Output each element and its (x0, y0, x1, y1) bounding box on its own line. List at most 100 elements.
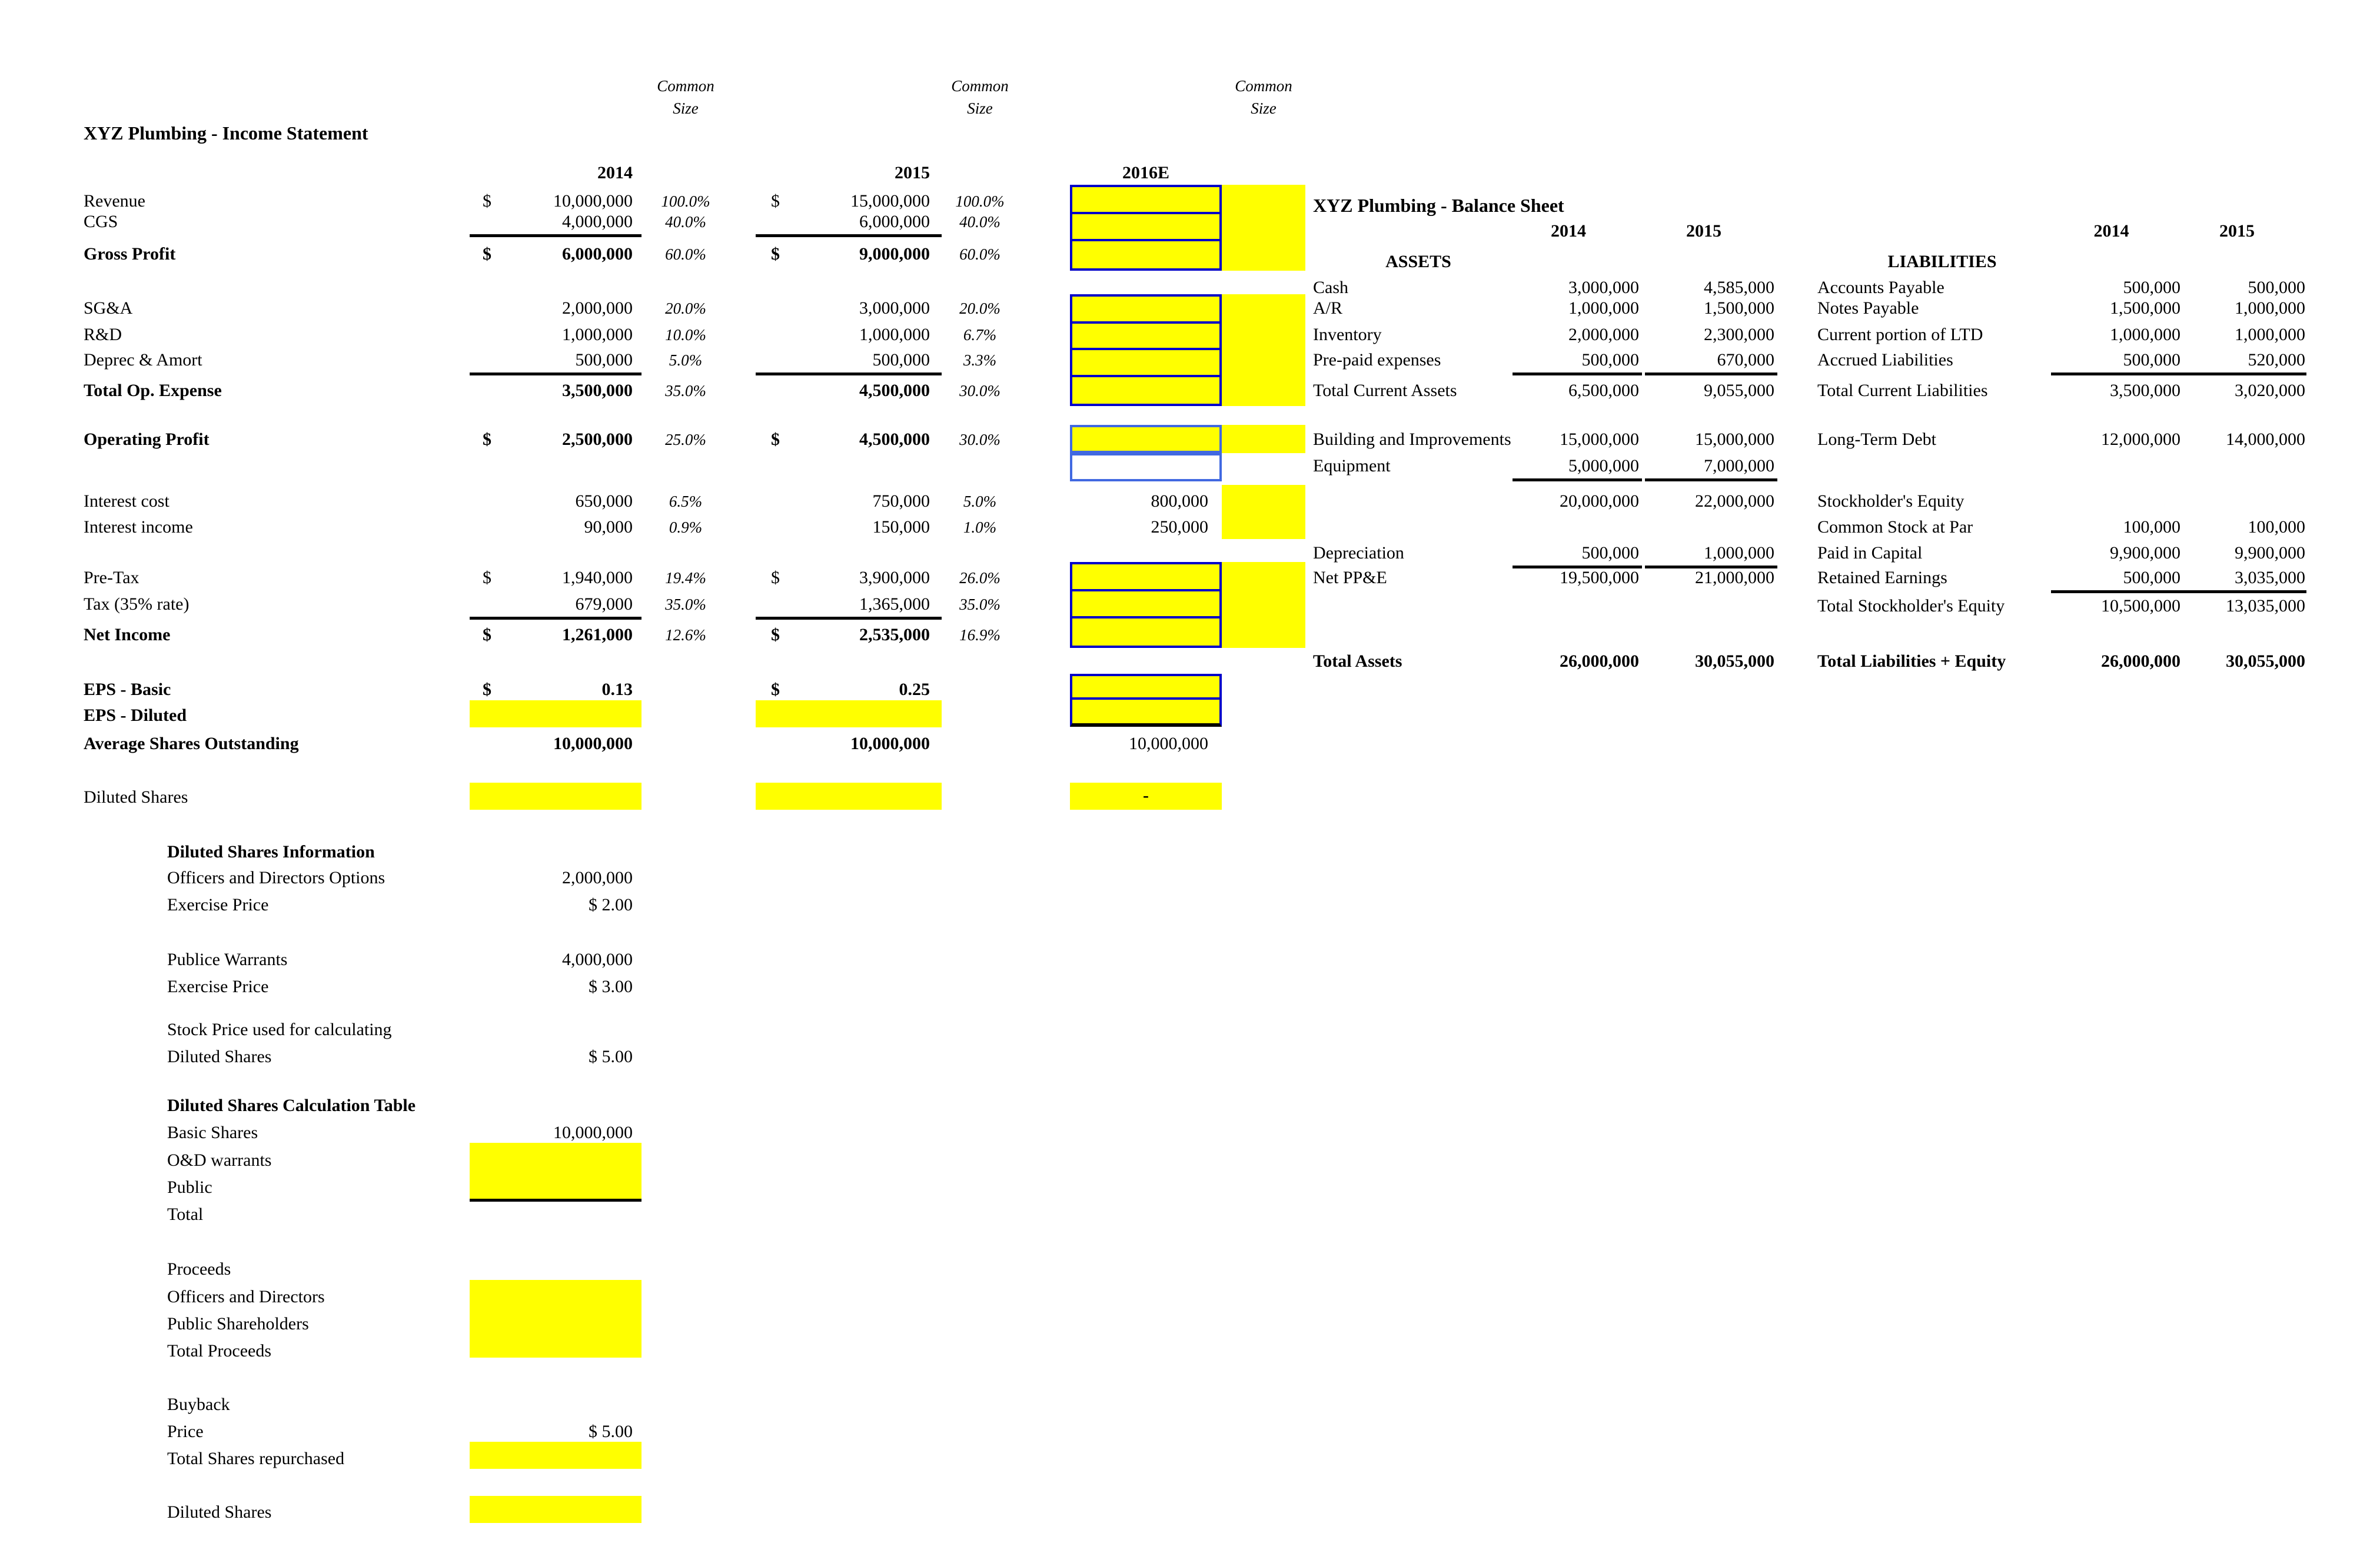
lb-value-2014-accounts-payable: 500,000 (2123, 278, 2181, 297)
dollar-sign: $ (771, 244, 780, 264)
sum-line (2176, 590, 2306, 593)
lb-value-2014-total-liabilities-equity: 26,000,000 (2101, 651, 2180, 671)
row-label-a-r: A/R (1313, 298, 1343, 318)
row-label-accrued-liabilities: Accrued Liabilities (1817, 350, 1953, 370)
input-group-2016e-expenses (1070, 294, 1222, 406)
value-2015-operating-profit: 4,500,000 (859, 430, 930, 449)
pct-2015-pre-tax: 26.0% (959, 569, 1000, 587)
input-cell-2016e-eps-diluted[interactable] (1072, 700, 1219, 723)
common-size-fill-2016e-expense-group[interactable] (1222, 294, 1305, 406)
value-2014-interest-income: 90,000 (584, 517, 633, 537)
bs-value-2015-gross-ppe: 22,000,000 (1695, 491, 1774, 511)
common-size-fill-2016e-operating-profit[interactable] (1222, 425, 1305, 453)
row-label-diluted-shares-calculation-table: Diluted Shares Calculation Table (167, 1096, 416, 1115)
dash-2016e-diluted-shares: - (1143, 786, 1149, 805)
row-label-r-d: R&D (84, 325, 122, 344)
pct-2014-interest-income: 0.9% (669, 518, 703, 536)
row-label-operating-profit: Operating Profit (84, 430, 210, 449)
input-cell-2016e-pre-tax[interactable] (1072, 564, 1219, 591)
value-2015-revenue: 15,000,000 (850, 191, 930, 211)
input-cell-2016e-deprec-amort[interactable] (1072, 350, 1219, 377)
dollar-sign: $ (483, 625, 491, 644)
bs-value-2015-net-pp-e: 21,000,000 (1695, 568, 1774, 587)
bs-value-2015-cash: 4,585,000 (1704, 278, 1774, 297)
value-exercise-price: $ 2.00 (589, 895, 633, 914)
input-cell-diluted-shares-final[interactable] (470, 1496, 641, 1523)
input-cell-2016e-revenue[interactable] (1072, 187, 1219, 214)
value-price: $ 5.00 (589, 1422, 633, 1441)
value-exercise-price: $ 3.00 (589, 977, 633, 996)
row-label-depreciation: Depreciation (1313, 543, 1404, 563)
input-cell-diluted-shares-2016e[interactable] (1070, 783, 1222, 810)
row-label-inventory: Inventory (1313, 325, 1382, 344)
value-officers-and-directors-options: 2,000,000 (562, 868, 633, 887)
balance-year-2014-header: 2014 (1551, 221, 1586, 241)
lb-value-2015-accounts-payable: 500,000 (2248, 278, 2306, 297)
input-cell-2016e-net-income[interactable] (1072, 618, 1219, 646)
input-cell-total-shares-repurchased[interactable] (470, 1442, 641, 1469)
input-cell-2016e-total-op-expense[interactable] (1072, 377, 1219, 404)
row-label-cash: Cash (1313, 278, 1348, 297)
row-label-stockholder-s-equity: Stockholder's Equity (1817, 491, 1965, 511)
row-label-officers-and-directors-options: Officers and Directors Options (167, 868, 385, 887)
balance-sheet-title: XYZ Plumbing - Balance Sheet (1313, 195, 1564, 216)
row-label-public: Public (167, 1178, 212, 1197)
input-cell-2016e-operating-profit[interactable] (1072, 427, 1219, 451)
pct-2015-sg-a: 20.0% (959, 300, 1000, 317)
value-2016e-interest-cost: 800,000 (1151, 491, 1209, 511)
value-2015-eps-basic: 0.25 (899, 680, 930, 699)
input-group-2016e-eps (1070, 674, 1222, 727)
common-size-fill-2016e-interest[interactable] (1222, 485, 1305, 539)
row-label-diluted-shares: Diluted Shares (84, 787, 188, 807)
input-cell-proceeds[interactable] (470, 1280, 641, 1358)
bs-value-2014-pre-paid-expenses: 500,000 (1581, 350, 1640, 370)
lb-value-2014-current-portion-of-ltd: 1,000,000 (2110, 325, 2180, 344)
pct-2015-operating-profit: 30.0% (959, 431, 1000, 448)
sum-line (1645, 566, 1777, 568)
pct-2014-total-op-expense: 35.0% (665, 382, 706, 400)
input-cell-diluted-shares-2014[interactable] (470, 783, 641, 810)
pct-2015-gross-profit: 60.0% (959, 245, 1000, 263)
input-group-2016e-operating-profit (1070, 425, 1222, 453)
pct-2014-r-d: 10.0% (665, 326, 706, 344)
sum-line (756, 234, 942, 237)
bs-value-2014-net-pp-e: 19,500,000 (1560, 568, 1639, 587)
input-cell-eps-diluted-2014[interactable] (470, 700, 641, 727)
lb-value-2015-paid-in-capital: 9,900,000 (2235, 543, 2305, 563)
common-size-fill-2016e-pretax-group[interactable] (1222, 562, 1305, 648)
lb-value-2015-accrued-liabilities: 520,000 (2248, 350, 2306, 370)
bs-value-2015-equipment: 7,000,000 (1704, 456, 1774, 475)
common-size-fill-2016e-revenue-group[interactable] (1222, 185, 1305, 271)
row-label-revenue: Revenue (84, 191, 145, 211)
input-cell-2016e-cgs[interactable] (1072, 214, 1219, 241)
input-cell-od-warrants-public[interactable] (470, 1143, 641, 1202)
row-label-diluted-shares: Diluted Shares (167, 1502, 272, 1522)
input-cell-2016e-gross-profit[interactable] (1072, 241, 1219, 268)
row-label-total-stockholder-s-equity: Total Stockholder's Equity (1817, 596, 2005, 616)
input-cell-eps-diluted-2015[interactable] (756, 700, 942, 727)
bs-value-2014-depreciation: 500,000 (1581, 543, 1640, 563)
row-label-building-and-improvements: Building and Improvements (1313, 430, 1511, 449)
row-label-gross-profit: Gross Profit (84, 244, 176, 264)
pct-2014-net-income: 12.6% (665, 626, 706, 644)
pct-2014-pre-tax: 19.4% (665, 569, 706, 587)
lb-value-2014-total-current-liabilities: 3,500,000 (2110, 381, 2180, 400)
input-cell-diluted-shares-2015[interactable] (756, 783, 942, 810)
row-label-total-shares-repurchased: Total Shares repurchased (167, 1449, 345, 1468)
input-cell-2016e-eps-basic[interactable] (1072, 676, 1219, 700)
income-year-2014-header: 2014 (597, 163, 633, 182)
value-2014-deprec-amort: 500,000 (575, 350, 633, 370)
pct-2015-interest-cost: 5.0% (963, 493, 997, 510)
bs-value-2014-total-assets: 26,000,000 (1560, 651, 1639, 671)
input-cell-2016e-tax[interactable] (1072, 591, 1219, 618)
input-cell-2016e-rd[interactable] (1072, 324, 1219, 350)
bs-value-2015-pre-paid-expenses: 670,000 (1717, 350, 1775, 370)
lb-value-2015-total-liabilities-equity: 30,055,000 (2226, 651, 2305, 671)
dollar-sign: $ (771, 191, 780, 211)
lb-value-2015-total-stockholder-s-equity: 13,035,000 (2226, 596, 2305, 616)
input-cell-2016e-blank[interactable] (1072, 455, 1219, 479)
sum-line (1645, 478, 1777, 481)
value-2014-gross-profit: 6,000,000 (562, 244, 633, 264)
input-cell-2016e-sga[interactable] (1072, 297, 1219, 324)
common-size-header-2015-line1: Common (951, 77, 1009, 95)
